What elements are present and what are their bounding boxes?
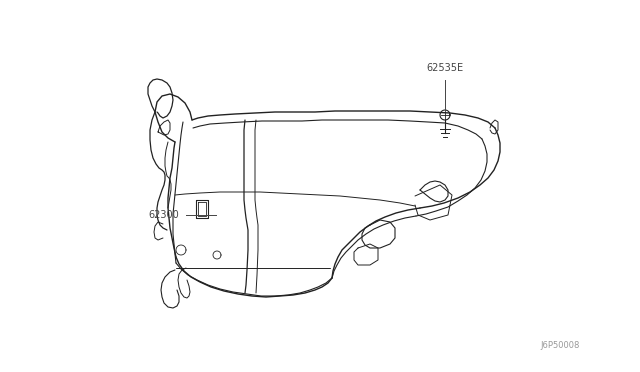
Text: J6P50008: J6P50008	[540, 340, 580, 350]
Text: 62300: 62300	[148, 210, 179, 220]
Text: 62535E: 62535E	[426, 63, 463, 73]
